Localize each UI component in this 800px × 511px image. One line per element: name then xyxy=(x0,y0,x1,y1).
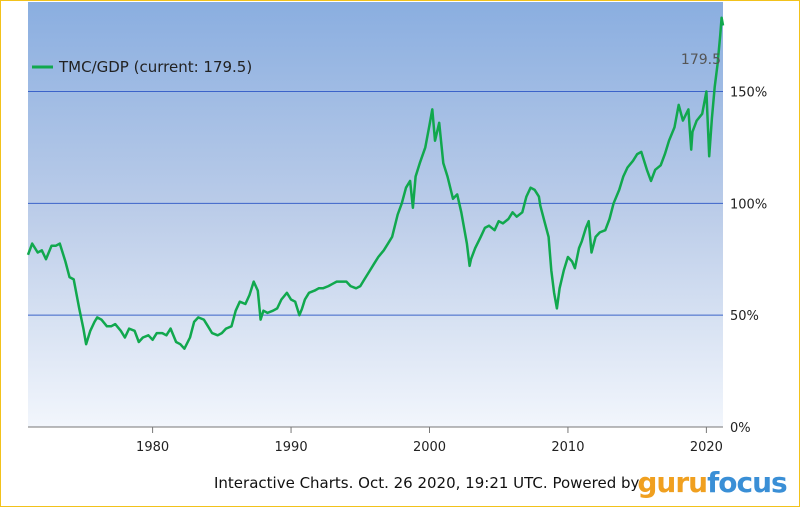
x-tick-label: 1980 xyxy=(136,440,169,455)
y-tick-label: 150% xyxy=(730,85,767,100)
plot-area xyxy=(28,2,723,427)
x-tick-label: 2010 xyxy=(551,440,584,455)
x-tick-label: 2000 xyxy=(413,440,446,455)
legend[interactable]: TMC/GDP (current: 179.5) xyxy=(32,58,252,76)
x-tick-label: 1990 xyxy=(275,440,308,455)
series-group xyxy=(26,16,725,350)
y-tick-label: 50% xyxy=(730,309,759,324)
y-axis-ticks: 0% 50% 100% 150% xyxy=(730,85,767,436)
legend-label: TMC/GDP (current: 179.5) xyxy=(58,58,252,76)
footer-text: Interactive Charts. Oct. 26 2020, 19:21 … xyxy=(214,474,640,492)
gridlines xyxy=(28,90,723,316)
current-value-label: 179.5 xyxy=(681,52,721,68)
y-tick-label: 100% xyxy=(730,197,767,212)
series-line-tmc-gdp[interactable] xyxy=(26,16,725,350)
footer: Interactive Charts. Oct. 26 2020, 19:21 … xyxy=(214,466,788,499)
y-tick-label: 0% xyxy=(730,421,751,436)
brand-logo-focus[interactable]: focus xyxy=(707,466,788,499)
x-axis-ticks: 1980 1990 2000 2010 2020 xyxy=(136,427,723,455)
brand-logo-guru[interactable]: guru xyxy=(637,466,708,499)
x-tick-label: 2020 xyxy=(690,440,723,455)
